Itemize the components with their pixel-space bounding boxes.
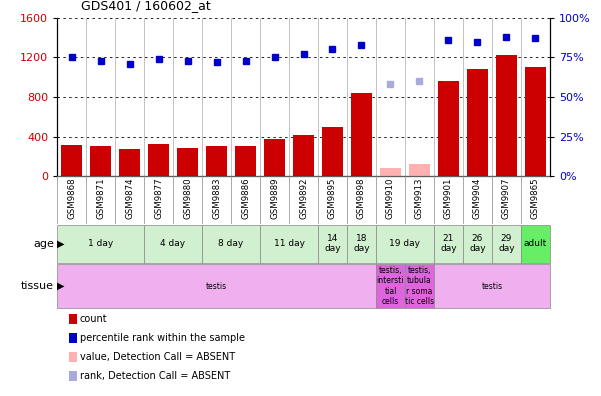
Text: age: age [33,238,54,249]
Text: GSM9892: GSM9892 [299,178,308,219]
Text: GSM9868: GSM9868 [67,178,76,219]
Text: testis: testis [206,282,227,291]
Bar [57,264,376,308]
Text: GSM9883: GSM9883 [212,178,221,219]
Text: GSM9898: GSM9898 [357,178,366,219]
Bar [380,168,401,176]
Text: GSM9901: GSM9901 [444,178,453,219]
Bar [434,225,463,263]
Bar [376,225,434,263]
Bar [376,264,405,308]
Bar [463,225,492,263]
Text: testis: testis [481,282,502,291]
Bar [322,127,343,176]
Bar [202,225,260,263]
Bar [90,146,111,176]
Text: GSM9889: GSM9889 [270,178,279,219]
Text: GSM9904: GSM9904 [473,178,482,219]
Bar [409,164,430,176]
Text: GSM9877: GSM9877 [154,178,163,219]
Text: GSM9895: GSM9895 [328,178,337,219]
Bar [521,225,550,263]
Bar [144,225,202,263]
Text: value, Detection Call = ABSENT: value, Detection Call = ABSENT [80,352,235,362]
Text: 26
day: 26 day [469,234,486,253]
Bar [438,81,459,176]
Bar [264,139,285,176]
Text: GSM9913: GSM9913 [415,178,424,219]
Bar [119,149,141,176]
Bar [318,225,347,263]
Text: ▶: ▶ [56,238,64,249]
Text: GSM9871: GSM9871 [96,178,105,219]
Text: 29
day: 29 day [498,234,514,253]
Text: GDS401 / 160602_at: GDS401 / 160602_at [81,0,211,12]
Text: 18
day: 18 day [353,234,370,253]
Bar [347,225,376,263]
Text: testis,
tubula
r soma
tic cells: testis, tubula r soma tic cells [405,266,434,306]
Bar [405,264,434,308]
Bar [466,69,488,176]
Bar [234,146,257,176]
Bar [57,225,144,263]
Text: 11 day: 11 day [273,239,305,248]
Bar [206,145,227,176]
Text: tissue: tissue [21,281,54,291]
Text: GSM9907: GSM9907 [502,178,511,219]
Text: adult: adult [524,239,547,248]
Bar [293,135,314,176]
Text: rank, Detection Call = ABSENT: rank, Detection Call = ABSENT [80,371,230,381]
Text: GSM9874: GSM9874 [125,178,134,219]
Bar [177,147,198,176]
Bar [61,145,82,176]
Bar [148,143,169,176]
Text: 1 day: 1 day [88,239,113,248]
Bar [525,67,546,176]
Text: 19 day: 19 day [389,239,421,248]
Text: 14
day: 14 day [324,234,341,253]
Bar [496,55,517,176]
Text: GSM9910: GSM9910 [386,178,395,219]
Text: GSM9886: GSM9886 [241,178,250,219]
Text: count: count [80,314,108,324]
Bar [434,264,550,308]
Text: percentile rank within the sample: percentile rank within the sample [80,333,245,343]
Bar [350,93,373,176]
Text: 8 day: 8 day [218,239,243,248]
Text: 21
day: 21 day [440,234,457,253]
Text: GSM9880: GSM9880 [183,178,192,219]
Bar [260,225,318,263]
Text: 4 day: 4 day [160,239,186,248]
Text: ▶: ▶ [56,281,64,291]
Text: testis,
intersti
tial
cells: testis, intersti tial cells [377,266,404,306]
Text: GSM9865: GSM9865 [531,178,540,219]
Bar [492,225,521,263]
